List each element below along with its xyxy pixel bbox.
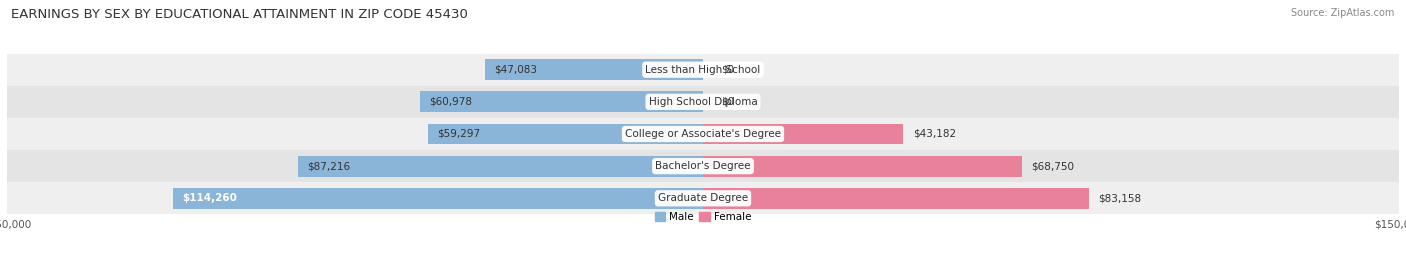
Bar xyxy=(7,150,1399,182)
Text: $87,216: $87,216 xyxy=(308,161,350,171)
Text: $59,297: $59,297 xyxy=(437,129,481,139)
Text: $68,750: $68,750 xyxy=(1031,161,1074,171)
Text: $114,260: $114,260 xyxy=(183,193,238,203)
Bar xyxy=(7,182,1399,214)
Text: $43,182: $43,182 xyxy=(912,129,956,139)
Text: EARNINGS BY SEX BY EDUCATIONAL ATTAINMENT IN ZIP CODE 45430: EARNINGS BY SEX BY EDUCATIONAL ATTAINMEN… xyxy=(11,8,468,21)
Bar xyxy=(7,54,1399,86)
Text: Source: ZipAtlas.com: Source: ZipAtlas.com xyxy=(1291,8,1395,18)
Text: $47,083: $47,083 xyxy=(494,65,537,75)
Bar xyxy=(7,86,1399,118)
Text: Less than High School: Less than High School xyxy=(645,65,761,75)
Bar xyxy=(703,156,1022,177)
Bar xyxy=(703,124,904,144)
Text: $83,158: $83,158 xyxy=(1098,193,1142,203)
Bar xyxy=(420,91,703,112)
Text: High School Diploma: High School Diploma xyxy=(648,97,758,107)
Bar xyxy=(427,124,703,144)
Text: Graduate Degree: Graduate Degree xyxy=(658,193,748,203)
Text: $0: $0 xyxy=(721,65,735,75)
Text: $60,978: $60,978 xyxy=(429,97,472,107)
Bar xyxy=(298,156,703,177)
Text: College or Associate's Degree: College or Associate's Degree xyxy=(626,129,780,139)
Bar xyxy=(7,118,1399,150)
Text: Bachelor's Degree: Bachelor's Degree xyxy=(655,161,751,171)
Bar xyxy=(173,188,703,209)
Bar xyxy=(703,188,1088,209)
Legend: Male, Female: Male, Female xyxy=(655,212,751,222)
Text: $0: $0 xyxy=(721,97,735,107)
Bar xyxy=(485,59,703,80)
